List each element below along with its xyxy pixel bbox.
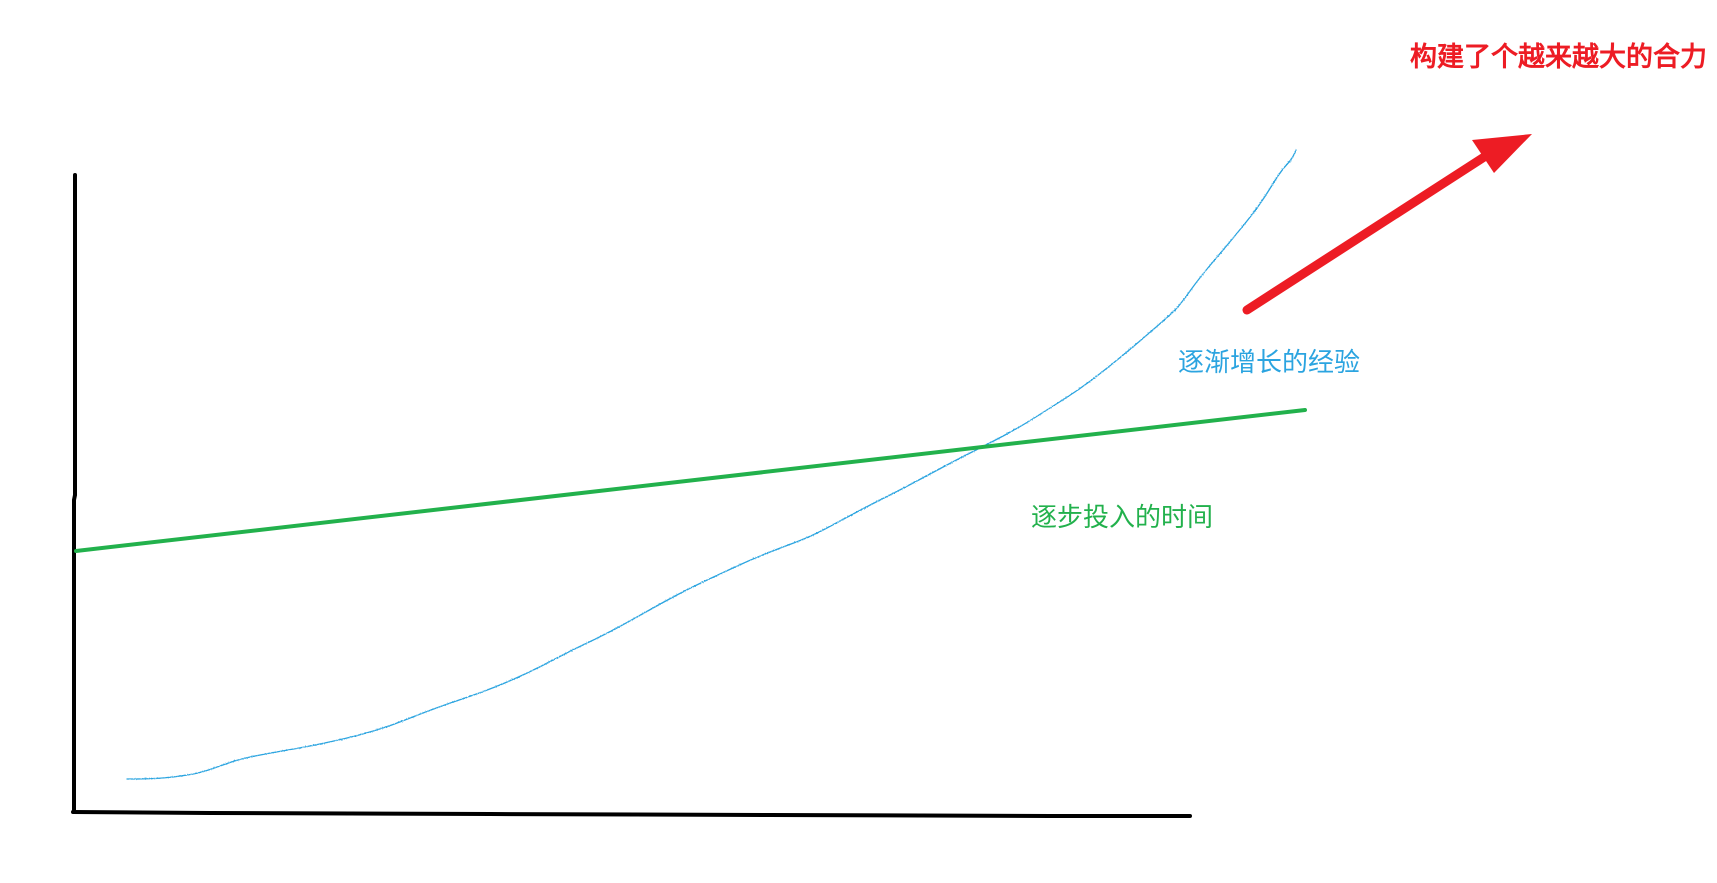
growth-arrow — [1242, 134, 1532, 315]
y-axis — [72, 173, 77, 814]
experience-label: 逐渐增长的经验 — [1178, 348, 1361, 378]
time-label: 逐步投入的时间 — [1031, 503, 1214, 533]
axes — [71, 173, 1192, 818]
arrow-shaft — [1242, 145, 1500, 315]
x-axis — [71, 810, 1192, 818]
experience-curve — [126, 149, 1297, 780]
time-line — [74, 408, 1307, 553]
arrow-head-icon — [1472, 134, 1532, 173]
title-label: 构建了个越来越大的合力 — [1410, 42, 1707, 73]
